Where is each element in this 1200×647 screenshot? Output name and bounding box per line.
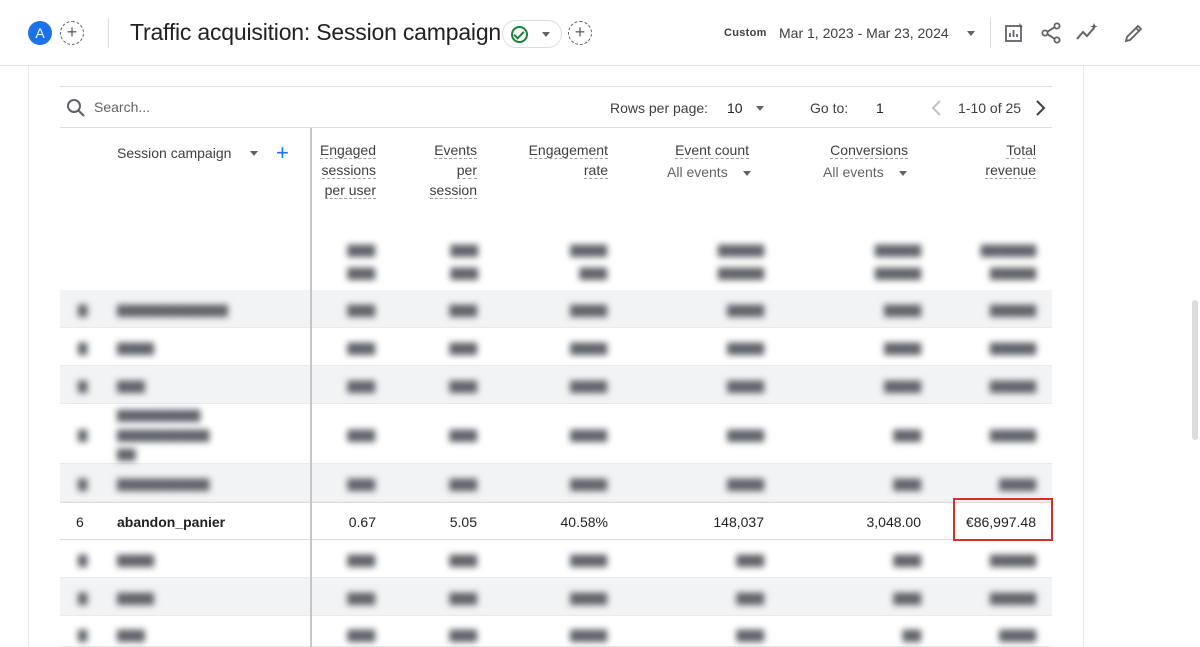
column-separator <box>310 128 312 647</box>
add-report-button[interactable]: + <box>568 21 592 45</box>
search-input[interactable] <box>94 97 334 117</box>
go-to-input[interactable]: 1 <box>876 100 884 116</box>
event-count-value: 148,037 <box>713 514 764 530</box>
col-label-line: Engaged <box>319 142 376 159</box>
col-engagement-rate[interactable]: Engagement rate <box>500 140 608 180</box>
conversions-filter[interactable]: All events <box>823 164 884 180</box>
report-status-dropdown[interactable] <box>502 20 562 48</box>
col-label-line: per <box>456 162 477 179</box>
conversions-caret-icon[interactable] <box>899 171 907 176</box>
pagination-status: 1-10 of 25 <box>958 100 1022 116</box>
engagement-rate-value: 40.58% <box>560 514 608 530</box>
table-row[interactable] <box>60 404 1052 464</box>
col-label-line: per user <box>324 182 376 199</box>
date-range-picker[interactable]: Mar 1, 2023 - Mar 23, 2024 <box>779 25 949 41</box>
dimension-caret-icon[interactable] <box>250 151 258 156</box>
events-per-session-value: 5.05 <box>449 514 477 530</box>
col-label-line: rate <box>583 162 608 179</box>
add-dimension-icon[interactable]: + <box>276 140 289 165</box>
revenue-highlight-box <box>953 498 1053 541</box>
share-icon[interactable] <box>1039 21 1063 45</box>
table-row[interactable] <box>60 464 1052 502</box>
total-revenue-value: €86,997.48 <box>965 514 1036 530</box>
table-row[interactable] <box>60 366 1052 404</box>
search-icon <box>67 99 85 117</box>
table-row[interactable] <box>60 578 1052 616</box>
col-total-revenue[interactable]: Total revenue <box>960 140 1036 180</box>
rows-per-page-label: Rows per page: <box>610 100 709 116</box>
col-label-line: Engagement <box>528 142 608 159</box>
comparison-avatar[interactable]: A <box>28 21 52 45</box>
col-events-per-session[interactable]: Events per session <box>400 140 477 200</box>
col-conversions[interactable]: Conversions <box>800 140 908 160</box>
col-label-line: Events <box>434 142 477 159</box>
event-count-caret-icon[interactable] <box>743 171 751 176</box>
col-label-line: Total <box>1006 142 1036 159</box>
next-page-icon[interactable] <box>1033 99 1047 117</box>
rows-per-page-select[interactable]: 10 <box>727 100 743 116</box>
add-comparison-button[interactable]: + <box>60 21 84 45</box>
header-divider-right <box>990 18 991 48</box>
table-row[interactable] <box>60 540 1052 578</box>
col-engaged-sessions-per-user[interactable]: Engaged sessions per user <box>300 140 376 200</box>
col-label-line: Event count <box>675 142 749 159</box>
previous-page-icon[interactable] <box>930 99 944 117</box>
rows-per-page-caret-icon[interactable] <box>756 106 764 111</box>
header-divider <box>108 18 109 48</box>
dimension-header[interactable]: Session campaign <box>117 145 232 161</box>
insights-icon[interactable] <box>1075 21 1099 45</box>
report-card <box>28 66 1084 647</box>
table-row[interactable] <box>60 328 1052 366</box>
engaged-sessions-per-user-value: 0.67 <box>348 514 376 530</box>
col-label-line: revenue <box>985 162 1036 179</box>
report-header: A + Traffic acquisition: Session campaig… <box>0 0 1200 66</box>
date-range-label: Custom <box>724 27 767 39</box>
go-to-label: Go to: <box>810 100 849 116</box>
date-caret-icon[interactable] <box>967 31 975 36</box>
table-row[interactable] <box>60 290 1052 328</box>
col-label-line: sessions <box>321 162 376 179</box>
customize-report-icon[interactable] <box>1002 21 1026 45</box>
event-count-filter[interactable]: All events <box>667 164 728 180</box>
page-title: Traffic acquisition: Session campaign <box>130 19 502 45</box>
conversions-value: 3,048.00 <box>866 514 922 530</box>
edit-icon[interactable] <box>1122 21 1146 45</box>
row-index: 6 <box>76 514 84 530</box>
caret-down-icon <box>542 32 550 37</box>
col-label-line: Conversions <box>830 142 908 159</box>
check-circle-icon <box>511 26 528 43</box>
col-label-line: session <box>429 182 477 199</box>
page-scrollbar[interactable] <box>1192 300 1198 440</box>
campaign-name[interactable]: abandon_panier <box>117 514 226 530</box>
table-toolbar: Rows per page: 10 Go to: 1 1-10 of 25 <box>60 86 1052 128</box>
table-row-abandon-panier[interactable]: 6 abandon_panier 0.67 5.05 40.58% 148,03… <box>60 502 1052 540</box>
col-event-count[interactable]: Event count <box>640 140 749 160</box>
